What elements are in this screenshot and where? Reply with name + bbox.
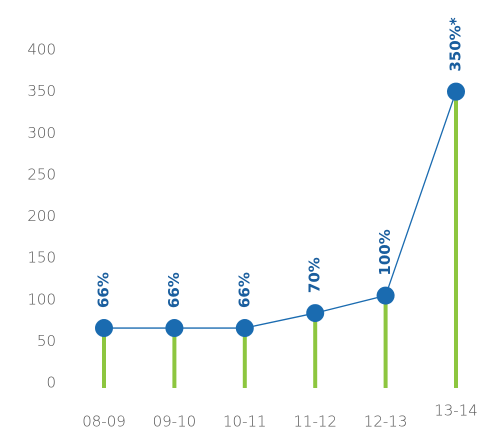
point (95, 319, 113, 338)
y-tick-label: 350 (27, 82, 56, 100)
y-tick-label: 400 (27, 41, 56, 59)
point (376, 286, 395, 305)
point (306, 304, 325, 323)
y-tick-label: 200 (27, 207, 56, 225)
point (447, 82, 465, 101)
x-tick-label: 10-11 (223, 413, 267, 431)
point (235, 319, 254, 338)
point-label: 70% (306, 257, 324, 293)
y-tick-label: 50 (37, 332, 56, 350)
y-tick-label: 0 (46, 374, 56, 392)
y-tick-label: 250 (27, 165, 56, 183)
y-tick-label: 300 (27, 124, 56, 142)
x-tick-label: 08-09 (82, 413, 126, 431)
point-label: 66% (235, 272, 253, 308)
point (165, 319, 184, 338)
x-tick-label: 09-10 (153, 413, 197, 431)
point-label: 100% (376, 229, 394, 275)
y-tick-label: 100 (27, 290, 56, 308)
x-tick-label: 12-13 (364, 413, 408, 431)
y-tick-label: 150 (27, 249, 56, 267)
x-tick-label: 13-14 (434, 402, 478, 420)
line (104, 91, 457, 329)
point-label: 66% (95, 272, 113, 308)
x-tick-label: 11-12 (293, 413, 337, 431)
point-label: 350%* (447, 17, 465, 71)
point-label: 66% (165, 272, 183, 308)
